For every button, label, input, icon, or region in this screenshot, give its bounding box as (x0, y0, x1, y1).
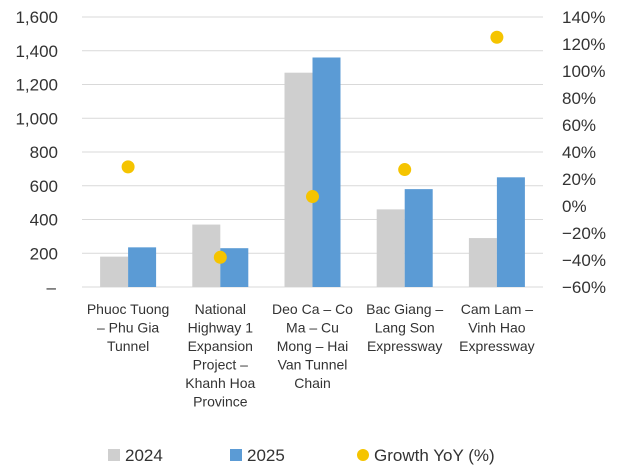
bar-2024 (100, 256, 129, 287)
bar-2025 (312, 57, 341, 287)
growth-marker (306, 190, 319, 204)
category-label-line: Expansion (188, 338, 253, 354)
y-right-tick-label: 0% (562, 197, 587, 216)
category-label-line: Highway 1 (188, 320, 254, 336)
growth-marker (121, 160, 135, 174)
bar-2025 (128, 247, 157, 287)
category-label-line: Expressway (459, 338, 534, 354)
y-left-tick-label: 1,200 (15, 76, 58, 95)
category-label-line: Bac Giang – (366, 301, 443, 317)
bar-2025 (496, 177, 525, 287)
legend-label: Growth YoY (%) (374, 446, 495, 465)
y-left-tick-label: – (47, 278, 57, 297)
y-left-tick-label: 1,600 (15, 8, 58, 27)
y-left-tick-label: 1,000 (15, 109, 58, 128)
bar-2025 (404, 189, 433, 287)
category-label-line: National (195, 301, 246, 317)
bar-2024 (468, 238, 497, 287)
growth-marker (490, 30, 504, 44)
y-right-tick-label: 120% (562, 35, 605, 54)
growth-marker (398, 163, 412, 177)
category-label-line: Ma – Cu (286, 320, 339, 336)
category-label-line: Tunnel (107, 338, 149, 354)
legend-swatch-growth (357, 449, 369, 461)
legend-label: 2025 (247, 446, 285, 465)
y-right-tick-label: 20% (562, 170, 596, 189)
category-label-line: Chain (294, 375, 331, 391)
category-label-line: Phuoc Tuong (87, 301, 170, 317)
category-label-line: Province (193, 394, 248, 410)
y-right-tick-label: −20% (562, 224, 606, 243)
category-label-line: Deo Ca – Co (272, 301, 353, 317)
bar-2024 (376, 209, 405, 287)
category-label-line: Expressway (367, 338, 442, 354)
y-right-tick-label: −40% (562, 251, 606, 270)
y-left-tick-label: 600 (30, 177, 58, 196)
category-label-line: Cam Lam – (461, 301, 534, 317)
y-right-tick-label: 60% (562, 116, 596, 135)
category-label-line: Khanh Hoa (185, 375, 255, 391)
category-label-line: Project – (193, 357, 248, 373)
y-right-tick-label: 100% (562, 62, 605, 81)
legend-swatch-2025 (230, 449, 242, 461)
category-label-line: – Phu Gia (97, 320, 159, 336)
y-left-tick-label: 200 (30, 244, 58, 263)
category-label-line: Mong – Hai (277, 338, 349, 354)
y-right-tick-label: −60% (562, 278, 606, 297)
category-label-line: Van Tunnel (278, 357, 348, 373)
y-left-tick-label: 800 (30, 143, 58, 162)
category-label-line: Lang Son (375, 320, 435, 336)
y-left-tick-label: 400 (30, 211, 58, 230)
category-label-line: Vinh Hao (468, 320, 526, 336)
legend-label: 2024 (125, 446, 163, 465)
legend-swatch-2024 (108, 449, 120, 461)
growth-marker (213, 250, 227, 264)
y-left-tick-label: 1,400 (15, 42, 58, 61)
bar-2024 (284, 72, 313, 287)
y-right-tick-label: 80% (562, 89, 596, 108)
y-right-tick-label: 140% (562, 8, 605, 27)
y-right-tick-label: 40% (562, 143, 596, 162)
